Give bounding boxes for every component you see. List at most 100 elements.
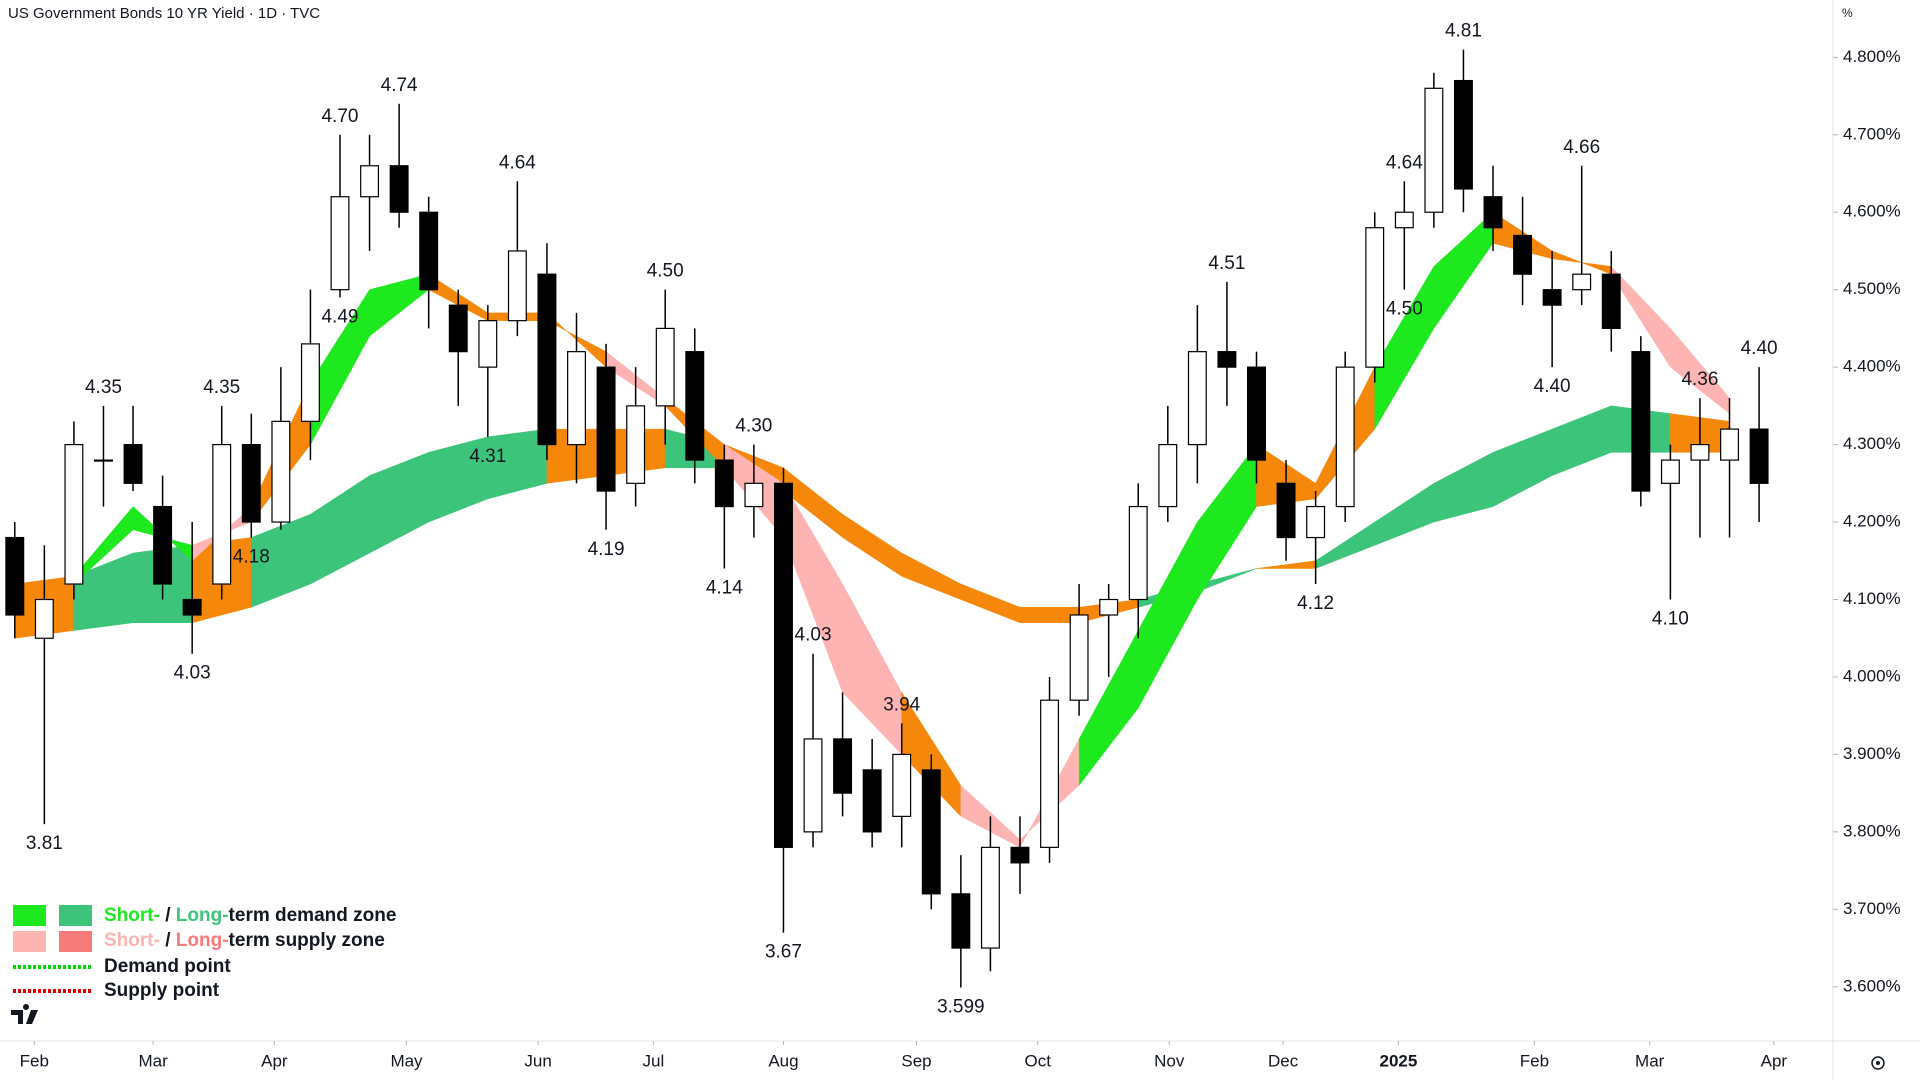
peak-label: 4.36 <box>1681 369 1718 390</box>
x-tick-label: Mar <box>1635 1051 1665 1070</box>
legend-part: Short- <box>104 930 160 951</box>
candle-body <box>300 343 320 422</box>
legend-part: / <box>160 930 176 951</box>
candles <box>5 49 1769 988</box>
peak-label: 4.30 <box>735 416 772 437</box>
candle-body <box>596 366 616 492</box>
candle-body <box>5 536 25 616</box>
candle-body <box>626 405 646 484</box>
candle-body <box>773 482 793 848</box>
x-tick-label: Mar <box>139 1051 169 1070</box>
peak-label: 4.18 <box>233 547 270 568</box>
candle-body <box>1749 428 1769 484</box>
settings-icon[interactable] <box>1871 1056 1885 1070</box>
candle-body <box>1542 289 1562 306</box>
y-tick-label: 4.500% <box>1843 279 1901 298</box>
peak-label: 4.14 <box>706 578 743 599</box>
candle-body <box>833 738 853 794</box>
legend-demand-zone: Short- / Long-term demand zone <box>104 905 396 926</box>
candle-body <box>1690 443 1710 461</box>
x-tick-label: Sep <box>901 1051 931 1070</box>
peak-label: 4.03 <box>174 663 211 684</box>
peak-label: 4.12 <box>1297 593 1334 614</box>
y-tick-label: 4.300% <box>1843 434 1901 453</box>
candle-body <box>1572 273 1592 291</box>
candle-body <box>1010 846 1030 864</box>
candle-body <box>1128 505 1148 601</box>
candle-body <box>94 459 113 462</box>
peak-label: 4.81 <box>1445 21 1482 42</box>
y-tick-label: 3.600% <box>1843 976 1901 995</box>
candle-body <box>182 598 202 616</box>
x-tick-label: Jul <box>643 1051 665 1070</box>
y-tick-label: 3.800% <box>1843 821 1901 840</box>
peak-label: 4.50 <box>1386 299 1423 320</box>
candle-body <box>419 211 439 291</box>
candle-body <box>34 598 54 639</box>
candle-body <box>1365 227 1385 368</box>
peak-label: 4.19 <box>588 539 625 560</box>
y-tick-label: 4.600% <box>1843 202 1901 221</box>
candle-body <box>64 443 84 585</box>
peak-label: 4.40 <box>1534 376 1571 397</box>
candle-body <box>714 459 734 508</box>
x-tick-label: Apr <box>261 1051 288 1070</box>
candle-body <box>803 738 823 833</box>
legend-swatch <box>59 931 92 952</box>
x-tick-label: Dec <box>1268 1051 1299 1070</box>
candle-body <box>1276 482 1296 539</box>
y-tick-label: 4.700% <box>1843 124 1901 143</box>
y-tick-label: 4.200% <box>1843 512 1901 531</box>
candle-body <box>892 753 912 817</box>
peak-label: 3.599 <box>937 997 985 1018</box>
candle-body <box>271 420 291 523</box>
candle-body <box>1720 428 1739 461</box>
candle-body <box>1513 234 1533 275</box>
peak-labels: 3.81 4.35 4.03 4.35 4.18 4.70 4.49 4.74 4.31 4.64… <box>26 21 1778 1018</box>
candle-body <box>1069 614 1089 701</box>
candle-body <box>1631 351 1651 492</box>
legend-part: term demand zone <box>229 905 397 926</box>
candle-body <box>685 351 705 461</box>
candle-body <box>1217 351 1237 368</box>
legend-supply-zone: Short- / Long-term supply zone <box>104 930 385 951</box>
peak-label: 4.51 <box>1208 253 1245 274</box>
peak-label: 4.50 <box>647 261 684 282</box>
x-tick-label: Nov <box>1154 1051 1185 1070</box>
legend-swatch <box>13 905 46 926</box>
candle-body <box>980 846 1000 949</box>
candle-body <box>330 196 350 291</box>
x-tick-label: 2025 <box>1379 1051 1417 1070</box>
candle-body <box>1394 211 1414 229</box>
x-tick-label: May <box>390 1051 423 1070</box>
candle-body <box>1306 505 1326 539</box>
peak-label: 3.94 <box>883 694 920 715</box>
candle-body <box>448 304 468 353</box>
candle-body <box>537 273 557 446</box>
peak-label: 4.35 <box>203 377 240 398</box>
candle-body <box>1187 351 1207 446</box>
candle-body <box>1483 196 1503 229</box>
peak-label: 4.64 <box>499 152 536 173</box>
peak-label: 4.66 <box>1563 137 1600 158</box>
peak-label: 3.81 <box>26 833 63 854</box>
legend-part: Long- <box>176 905 229 926</box>
y-tick-label: 4.000% <box>1843 666 1901 685</box>
x-tick-label: Apr <box>1761 1051 1788 1070</box>
candle-body <box>1335 366 1355 508</box>
legend-swatch <box>13 931 46 952</box>
candle-body <box>744 482 764 508</box>
y-tick-label: 3.900% <box>1843 744 1901 763</box>
candle-body <box>655 327 675 407</box>
peak-label: 4.35 <box>85 377 122 398</box>
candle-body <box>389 165 409 213</box>
candle-body <box>1424 87 1444 213</box>
candle-body <box>1158 443 1178 508</box>
legend-demand-point: Demand point <box>104 956 231 977</box>
peak-label: 4.03 <box>795 625 832 646</box>
candle-body <box>478 320 498 368</box>
candle-body <box>241 443 261 523</box>
peak-label: 3.67 <box>765 942 802 963</box>
legend-part: term supply zone <box>229 930 385 951</box>
